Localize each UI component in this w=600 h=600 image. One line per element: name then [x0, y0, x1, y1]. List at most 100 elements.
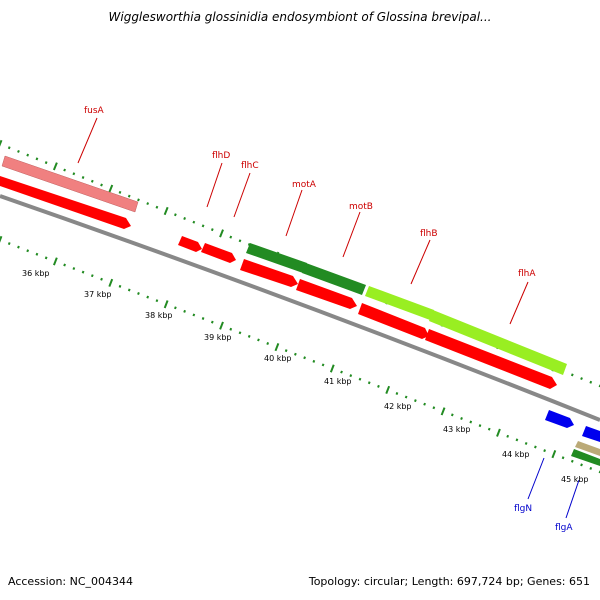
lower-tick: [0, 235, 3, 243]
gene-motB-cds[interactable]: [296, 279, 357, 309]
lower-tick: [238, 331, 242, 335]
map-title: Wigglesworthia glossinidia endosymbiont …: [108, 10, 492, 24]
upper-tick: [90, 179, 94, 183]
gene-flhD-cds[interactable]: [178, 236, 202, 252]
lower-tick: [108, 278, 114, 287]
lower-tick: [414, 399, 417, 403]
lower-tick: [432, 406, 436, 410]
lower-tick: [358, 377, 362, 381]
upper-tick: [81, 176, 85, 179]
gene-green-feature[interactable]: [571, 449, 600, 466]
lower-tick: [7, 242, 11, 246]
gene-flhB-cds[interactable]: [358, 303, 429, 339]
upper-tick: [183, 216, 186, 220]
leader-lines: [77, 117, 580, 519]
gene-label-flgN: flgN: [514, 504, 532, 514]
lower-tick: [524, 441, 528, 445]
scale-label-45: 45 kbp: [561, 475, 589, 484]
lower-tick: [163, 300, 169, 309]
upper-tick: [192, 220, 196, 224]
gene-motB-feature[interactable]: [302, 263, 366, 295]
lower-tick: [580, 463, 583, 467]
scale-label-42: 42 kbp: [384, 402, 412, 411]
lower-tick: [423, 402, 426, 406]
upper-tick: [174, 213, 177, 217]
gene-motA-feature[interactable]: [246, 243, 307, 273]
lower-tick: [247, 334, 251, 338]
gene-label-flhA: flhA: [518, 269, 536, 279]
gene-label-motA: motA: [292, 180, 317, 190]
upper-tick: [201, 224, 205, 228]
lower-tick: [460, 416, 463, 420]
lower-tick: [561, 456, 565, 460]
lower-tick: [192, 313, 196, 317]
gene-flhB-feature[interactable]: [365, 286, 434, 320]
lower-tick: [35, 252, 39, 256]
lower-tick: [589, 466, 593, 470]
gene-label-motB: motB: [349, 202, 373, 212]
upper-tick: [44, 161, 48, 165]
lower-tick: [81, 270, 85, 274]
lower-tick: [100, 277, 103, 281]
lower-tick: [551, 450, 557, 459]
upper-tick: [570, 373, 574, 377]
lower-tick: [174, 306, 177, 310]
scale-label-40: 40 kbp: [264, 354, 292, 363]
lower-tick: [44, 256, 48, 260]
gene-flhA-cds[interactable]: [425, 329, 557, 389]
lower-tick: [210, 320, 214, 324]
lower-tick: [303, 356, 306, 360]
lower-tick: [478, 424, 482, 428]
upper-tick: [7, 146, 11, 150]
lower-tick: [543, 449, 546, 453]
lower-tick: [118, 284, 122, 288]
upper-tick: [63, 168, 66, 172]
lower-tick: [570, 459, 574, 463]
upper-tick: [229, 235, 233, 239]
upper-tick: [589, 380, 593, 384]
lower-tick: [312, 359, 316, 363]
upper-tick: [26, 153, 30, 157]
lower-tick: [53, 257, 58, 266]
lower-tick: [294, 352, 297, 356]
gene-fusA-feature[interactable]: [1, 155, 139, 213]
lower-tick: [377, 384, 380, 388]
gene-flhA-feature[interactable]: [429, 310, 567, 375]
lower-tick: [146, 295, 150, 299]
scale-label-37: 37 kbp: [84, 290, 112, 299]
lower-tick: [63, 263, 66, 267]
lower-tick: [506, 434, 510, 438]
lower-tick: [284, 349, 288, 353]
gene-flhC-cds[interactable]: [201, 243, 236, 263]
gene-flgN-feature[interactable]: [545, 410, 574, 428]
scale-label-44: 44 kbp: [502, 450, 530, 459]
lower-tick: [534, 445, 537, 449]
lower-tick: [127, 288, 131, 292]
lower-tick: [219, 321, 224, 330]
gene-label-flhD: flhD: [212, 151, 230, 161]
upper-tick: [219, 229, 224, 238]
lower-tick: [496, 428, 501, 437]
lower-tick: [515, 438, 519, 442]
upper-tick: [247, 243, 251, 247]
gene-motA-cds[interactable]: [240, 259, 298, 287]
upper-tick: [52, 162, 58, 171]
lower-tick: [229, 327, 233, 331]
lower-tick: [72, 267, 76, 271]
upper-tick: [0, 139, 3, 147]
accession-text: Accession: NC_004344: [8, 575, 134, 588]
lower-tick: [257, 338, 260, 342]
lower-tick: [469, 420, 473, 424]
lower-tick: [321, 363, 325, 367]
gene-fusA-cds[interactable]: [0, 176, 131, 229]
scale-label-41: 41 kbp: [324, 377, 352, 386]
upper-tick: [108, 184, 114, 193]
upper-tick: [127, 194, 131, 198]
lower-tick: [385, 385, 391, 394]
gene-flgA-feature[interactable]: [582, 426, 600, 442]
lower-tick: [367, 381, 371, 385]
gene-tan-feature[interactable]: [575, 441, 600, 456]
gene-label-flhC: flhC: [241, 161, 259, 171]
lower-tick: [201, 317, 205, 321]
